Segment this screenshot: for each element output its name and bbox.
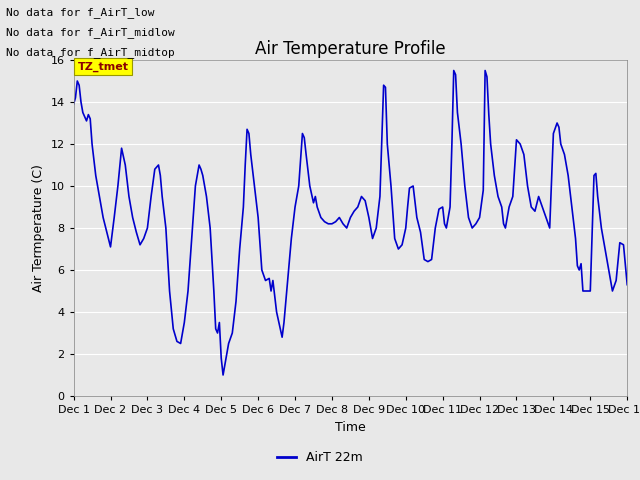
Text: No data for f_AirT_midlow: No data for f_AirT_midlow [6,27,175,38]
Text: No data for f_AirT_low: No data for f_AirT_low [6,7,155,18]
Y-axis label: Air Termperature (C): Air Termperature (C) [32,164,45,292]
Legend: AirT 22m: AirT 22m [272,446,368,469]
Text: No data for f_AirT_midtop: No data for f_AirT_midtop [6,48,175,59]
Text: TZ_tmet: TZ_tmet [78,61,129,72]
Title: Air Temperature Profile: Air Temperature Profile [255,40,445,59]
X-axis label: Time: Time [335,420,366,433]
